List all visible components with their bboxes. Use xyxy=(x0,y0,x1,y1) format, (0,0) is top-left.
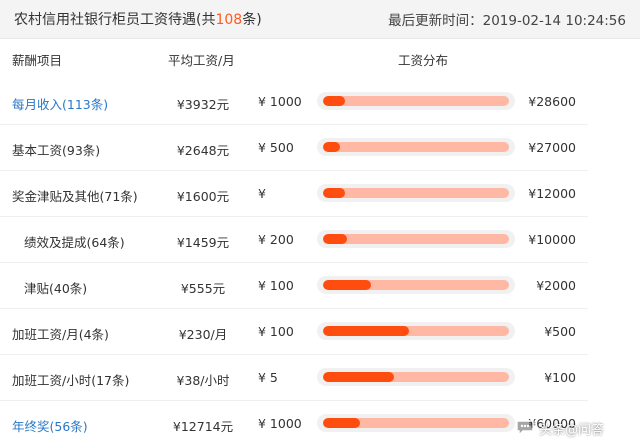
row-average: ¥230/月 xyxy=(178,327,228,342)
row-average: ¥2648元 xyxy=(176,143,230,158)
row-average: ¥555元 xyxy=(180,281,226,296)
title-suffix: 条) xyxy=(242,12,262,28)
table-row: 津贴(40条) ¥555元 ¥ 100 ¥2000 xyxy=(0,263,640,309)
distribution-track xyxy=(317,414,515,432)
distribution-bar xyxy=(323,188,509,198)
distribution-track xyxy=(317,230,515,248)
distribution-fill xyxy=(323,418,361,428)
distribution-fill xyxy=(323,96,346,106)
page-header: 农村信用社银行柜员工资待遇(共108条) 最后更新时间：2019-02-14 1… xyxy=(0,0,640,39)
row-max: ¥60000 xyxy=(528,416,576,431)
row-max: ¥27000 xyxy=(528,140,576,155)
row-name: 津贴(40条) xyxy=(24,281,88,296)
column-header-avg: 平均工资/月 xyxy=(168,53,235,68)
row-average: ¥1600元 xyxy=(176,189,230,204)
distribution-fill xyxy=(323,188,346,198)
row-name[interactable]: 年终奖(56条) xyxy=(12,419,88,434)
distribution-bar xyxy=(323,326,509,336)
title-prefix: 农村信用社银行柜员工资待遇(共 xyxy=(14,12,216,28)
table-row: 奖金津贴及其他(71条) ¥1600元 ¥ ¥12000 xyxy=(0,171,640,217)
row-min: ¥ 1000 xyxy=(258,416,302,431)
row-max: ¥28600 xyxy=(528,94,576,109)
distribution-bar xyxy=(323,234,509,244)
row-max: ¥2000 xyxy=(536,278,576,293)
row-min: ¥ 500 xyxy=(258,140,294,155)
distribution-track xyxy=(317,92,515,110)
distribution-fill xyxy=(323,234,348,244)
row-average: ¥12714元 xyxy=(172,419,234,434)
distribution-bar xyxy=(323,372,509,382)
distribution-track xyxy=(317,368,515,386)
row-divider xyxy=(0,170,588,171)
row-min: ¥ xyxy=(258,186,266,201)
distribution-fill xyxy=(323,142,340,152)
row-divider xyxy=(0,216,588,217)
row-name: 加班工资/月(4条) xyxy=(12,327,109,342)
distribution-fill xyxy=(323,280,372,290)
distribution-fill xyxy=(323,372,394,382)
row-max: ¥500 xyxy=(544,324,576,339)
row-max: ¥10000 xyxy=(528,232,576,247)
row-name: 绩效及提成(64条) xyxy=(24,235,125,250)
row-name: 基本工资(93条) xyxy=(12,143,101,158)
distribution-track xyxy=(317,322,515,340)
row-min: ¥ 1000 xyxy=(258,94,302,109)
row-name[interactable]: 每月收入(113条) xyxy=(12,97,109,112)
distribution-track xyxy=(317,138,515,156)
distribution-fill xyxy=(323,326,409,336)
row-divider xyxy=(0,262,588,263)
table-row: 加班工资/月(4条) ¥230/月 ¥ 100 ¥500 xyxy=(0,309,640,355)
table-row: 绩效及提成(64条) ¥1459元 ¥ 200 ¥10000 xyxy=(0,217,640,263)
row-min: ¥ 200 xyxy=(258,232,294,247)
watermark: 头条@问答 xyxy=(515,416,604,440)
row-average: ¥1459元 xyxy=(176,235,230,250)
watermark-text: 头条@问答 xyxy=(539,422,605,438)
distribution-bar xyxy=(323,280,509,290)
column-header-item: 薪酬项目 xyxy=(12,53,63,68)
distribution-track xyxy=(317,276,515,294)
page-title: 农村信用社银行柜员工资待遇(共108条) xyxy=(14,9,262,29)
last-updated: 最后更新时间：2019-02-14 10:24:56 xyxy=(388,13,626,29)
table-row: 基本工资(93条) ¥2648元 ¥ 500 ¥27000 xyxy=(0,125,640,171)
row-divider xyxy=(0,354,588,355)
row-name: 奖金津贴及其他(71条) xyxy=(12,189,138,204)
row-average: ¥3932元 xyxy=(176,97,230,112)
distribution-bar xyxy=(323,418,509,428)
row-name: 加班工资/小时(17条) xyxy=(12,373,130,388)
row-max: ¥12000 xyxy=(528,186,576,201)
column-header-dist: 工资分布 xyxy=(398,53,449,68)
row-min: ¥ 100 xyxy=(258,278,294,293)
row-min: ¥ 5 xyxy=(258,370,278,385)
row-max: ¥100 xyxy=(544,370,576,385)
table-row: 年终奖(56条) ¥12714元 ¥ 1000 ¥60000 xyxy=(0,401,640,447)
distribution-bar xyxy=(323,96,509,106)
row-divider xyxy=(0,308,588,309)
row-average: ¥38/小时 xyxy=(176,373,230,388)
table-row: 加班工资/小时(17条) ¥38/小时 ¥ 5 ¥100 xyxy=(0,355,640,401)
distribution-bar xyxy=(323,142,509,152)
row-min: ¥ 100 xyxy=(258,324,294,339)
row-divider xyxy=(0,124,588,125)
table-row: 每月收入(113条) ¥3932元 ¥ 1000 ¥28600 xyxy=(0,79,640,125)
title-count: 108 xyxy=(215,12,243,28)
distribution-track xyxy=(317,184,515,202)
row-divider xyxy=(0,400,588,401)
speech-bubble-icon xyxy=(515,419,535,437)
